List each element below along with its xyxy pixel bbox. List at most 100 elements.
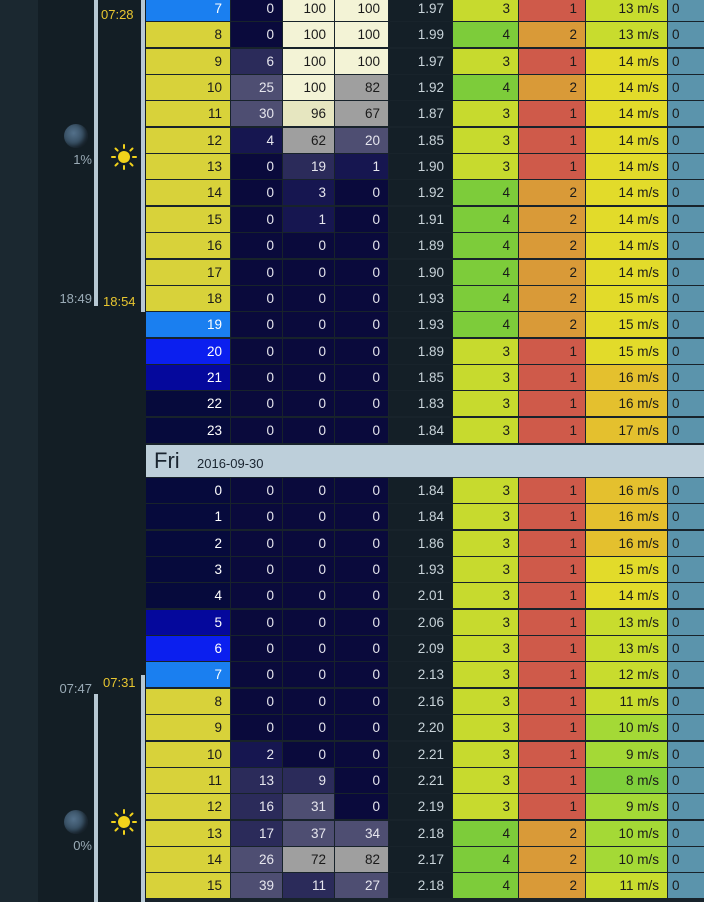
cloud-low-cell: 0	[231, 339, 282, 364]
cloud-low-cell: 30	[231, 101, 282, 126]
hour-cell: 2	[146, 531, 230, 556]
wind-speed-cell: 12 m/s	[586, 662, 667, 687]
swell-period-cell: 4	[453, 873, 518, 898]
wave-height-cell: 1.87	[389, 101, 452, 126]
cloud-low-cell: 0	[231, 504, 282, 529]
extra-cell: 0	[668, 583, 704, 608]
table-row: 16 0 0 0 1.89 4 2 14 m/s 0	[146, 233, 704, 259]
cloud-high-cell: 0	[335, 794, 388, 819]
hour-cell: 13	[146, 821, 230, 846]
extra-cell: 0	[668, 768, 704, 793]
wind-speed-cell: 11 m/s	[586, 873, 667, 898]
wave-height-cell: 2.19	[389, 794, 452, 819]
cloud-low-cell: 0	[231, 365, 282, 390]
wind-speed-cell: 9 m/s	[586, 742, 667, 767]
swell-period-cell: 4	[453, 207, 518, 232]
cloud-mid-cell: 0	[283, 715, 334, 740]
extra-cell: 0	[668, 557, 704, 582]
cloud-mid-cell: 0	[283, 365, 334, 390]
extra-cell: 0	[668, 873, 704, 898]
cloud-high-cell: 34	[335, 821, 388, 846]
table-row: 11 30 96 67 1.87 3 1 14 m/s 0	[146, 101, 704, 127]
cloud-low-cell: 0	[231, 312, 282, 337]
sun-icon	[111, 144, 137, 170]
rating-cell: 1	[519, 154, 585, 179]
cloud-mid-cell: 0	[283, 662, 334, 687]
cloud-mid-cell: 96	[283, 101, 334, 126]
swell-period-cell: 3	[453, 128, 518, 153]
rating-cell: 2	[519, 847, 585, 872]
wind-speed-cell: 17 m/s	[586, 418, 667, 443]
day-date: 2016-09-30	[197, 456, 264, 471]
cloud-mid-cell: 37	[283, 821, 334, 846]
cloud-high-cell: 100	[335, 49, 388, 74]
cloud-low-cell: 39	[231, 873, 282, 898]
cloud-mid-cell: 3	[283, 180, 334, 205]
swell-period-cell: 3	[453, 391, 518, 416]
table-row: 4 0 0 0 2.01 3 1 14 m/s 0	[146, 583, 704, 609]
wind-speed-cell: 9 m/s	[586, 794, 667, 819]
wave-height-cell: 1.93	[389, 286, 452, 311]
hour-cell: 20	[146, 339, 230, 364]
swell-period-cell: 3	[453, 504, 518, 529]
cloud-mid-cell: 0	[283, 260, 334, 285]
extra-cell: 0	[668, 22, 704, 47]
cloud-high-cell: 0	[335, 418, 388, 443]
moon-illumination: 1%	[73, 152, 92, 167]
wind-speed-cell: 15 m/s	[586, 339, 667, 364]
cloud-mid-cell: 0	[283, 689, 334, 714]
rating-cell: 1	[519, 478, 585, 503]
cloud-mid-cell: 0	[283, 233, 334, 258]
cloud-mid-cell: 100	[283, 49, 334, 74]
wave-height-cell: 1.83	[389, 391, 452, 416]
wave-height-cell: 2.09	[389, 636, 452, 661]
table-row: 9 0 0 0 2.20 3 1 10 m/s 0	[146, 715, 704, 741]
cloud-mid-cell: 0	[283, 504, 334, 529]
swell-period-cell: 4	[453, 847, 518, 872]
wave-height-cell: 1.92	[389, 75, 452, 100]
cloud-high-cell: 0	[335, 478, 388, 503]
wind-speed-cell: 16 m/s	[586, 531, 667, 556]
swell-period-cell: 3	[453, 478, 518, 503]
wave-height-cell: 2.18	[389, 873, 452, 898]
sun-icon	[111, 809, 137, 835]
swell-period-cell: 3	[453, 742, 518, 767]
swell-period-cell: 4	[453, 260, 518, 285]
table-row: 21 0 0 0 1.85 3 1 16 m/s 0	[146, 365, 704, 391]
cloud-low-cell: 0	[231, 391, 282, 416]
wind-speed-cell: 14 m/s	[586, 207, 667, 232]
cloud-mid-cell: 100	[283, 22, 334, 47]
cloud-low-cell: 0	[231, 610, 282, 635]
cloud-high-cell: 0	[335, 662, 388, 687]
cloud-mid-cell: 19	[283, 154, 334, 179]
cloud-mid-cell: 0	[283, 339, 334, 364]
wind-speed-cell: 15 m/s	[586, 312, 667, 337]
cloud-high-cell: 0	[335, 768, 388, 793]
hour-cell: 8	[146, 22, 230, 47]
hour-cell: 14	[146, 180, 230, 205]
cloud-mid-cell: 100	[283, 0, 334, 21]
table-row: 10 2 0 0 2.21 3 1 9 m/s 0	[146, 742, 704, 768]
cloud-low-cell: 0	[231, 286, 282, 311]
cloud-low-cell: 0	[231, 662, 282, 687]
hour-cell: 21	[146, 365, 230, 390]
wave-height-cell: 1.86	[389, 531, 452, 556]
cloud-high-cell: 0	[335, 180, 388, 205]
hour-cell: 3	[146, 557, 230, 582]
wind-speed-cell: 16 m/s	[586, 478, 667, 503]
table-row: 3 0 0 0 1.93 3 1 15 m/s 0	[146, 557, 704, 583]
hour-cell: 7	[146, 662, 230, 687]
swell-period-cell: 3	[453, 0, 518, 21]
table-row: 7 0 100 100 1.97 3 1 13 m/s 0	[146, 0, 704, 22]
wind-speed-cell: 10 m/s	[586, 715, 667, 740]
cloud-low-cell: 0	[231, 180, 282, 205]
extra-cell: 0	[668, 742, 704, 767]
wind-speed-cell: 14 m/s	[586, 128, 667, 153]
cloud-mid-cell: 0	[283, 478, 334, 503]
cloud-low-cell: 0	[231, 154, 282, 179]
wave-height-cell: 1.97	[389, 0, 452, 21]
rating-cell: 1	[519, 689, 585, 714]
hour-cell: 19	[146, 312, 230, 337]
rating-cell: 1	[519, 610, 585, 635]
